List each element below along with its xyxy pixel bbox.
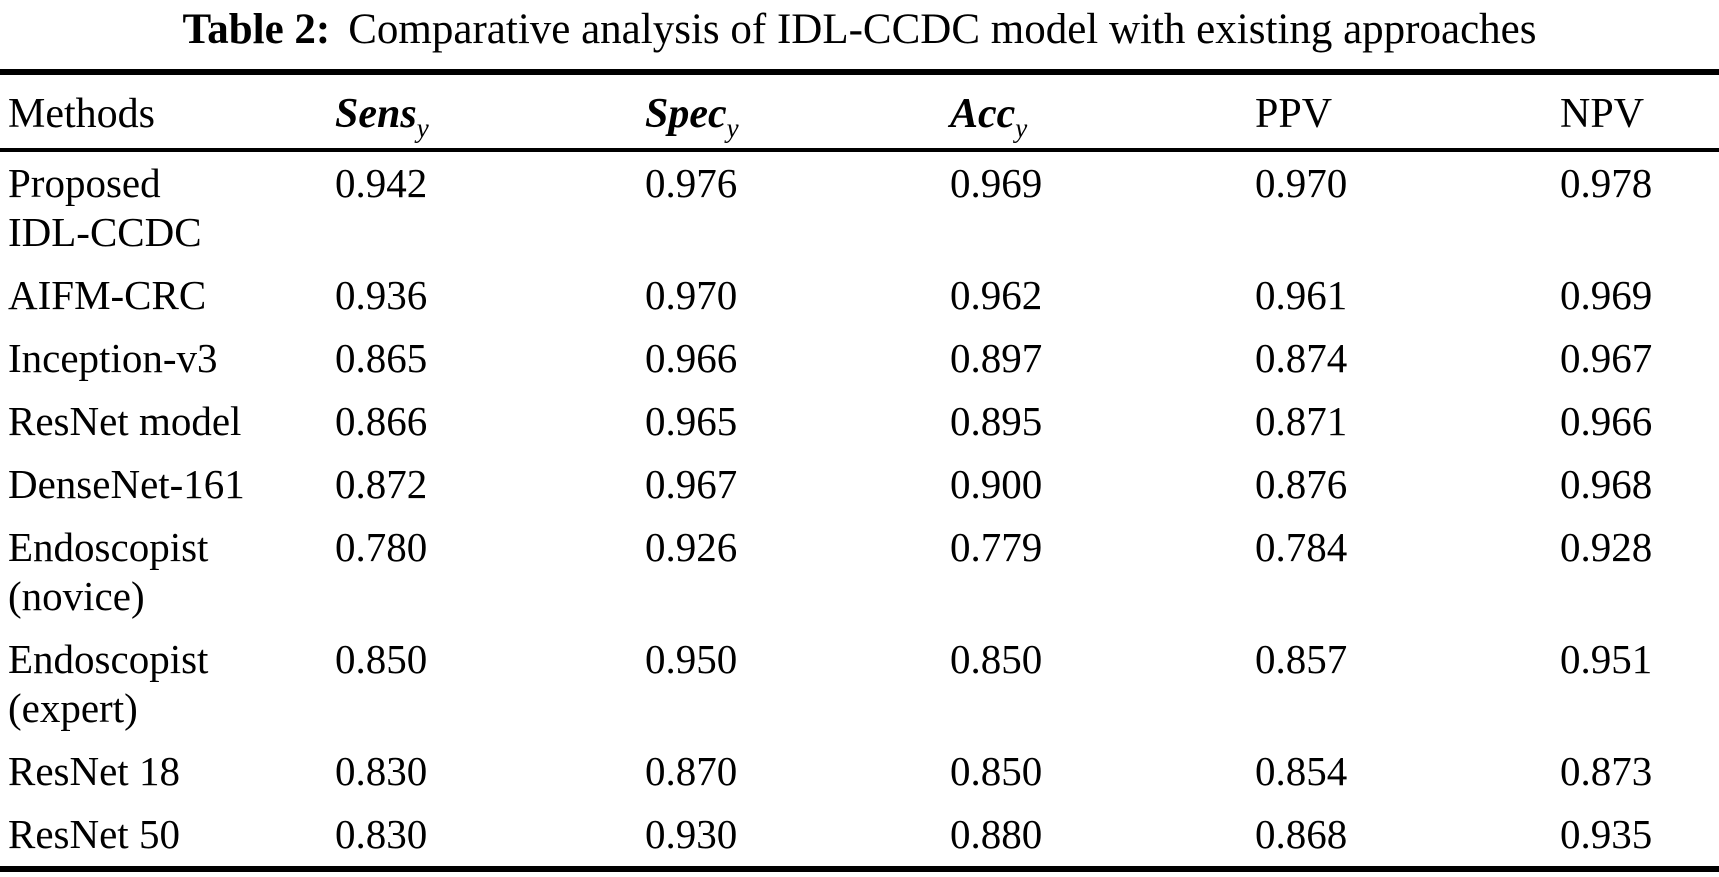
method-cell: ResNet 50 [8,811,180,857]
acc-cell: 0.897 [950,335,1043,381]
spec-cell: 0.926 [645,524,738,570]
col-header-methods: Methods [0,72,335,152]
ppv-cell: 0.874 [1255,335,1348,381]
ppv-cell: 0.784 [1255,524,1348,570]
spec-cell: 0.870 [645,748,738,794]
col-header-accuracy-subscript: y [1015,113,1028,143]
method-cell: Proposed IDL-CCDC [8,160,202,255]
col-header-sensitivity-subscript: y [416,113,429,143]
spec-cell: 0.950 [645,636,738,682]
col-header-specificity-subscript: y [726,113,739,143]
col-header-accuracy: Accy [950,72,1255,152]
sens-cell: 0.830 [335,811,428,857]
table-row: AIFM-CRC 0.936 0.970 0.962 0.961 0.969 [0,264,1719,327]
col-header-accuracy-base: Acc [950,91,1016,137]
spec-cell: 0.976 [645,160,738,206]
spec-cell: 0.970 [645,272,738,318]
ppv-cell: 0.970 [1255,160,1348,206]
acc-cell: 0.969 [950,160,1043,206]
comparison-table: Methods Sensy Specy Accy PPV NPV Propose… [0,69,1719,872]
spec-cell: 0.967 [645,461,738,507]
acc-cell: 0.779 [950,524,1043,570]
npv-cell: 0.967 [1560,335,1653,381]
acc-cell: 0.895 [950,398,1043,444]
acc-cell: 0.900 [950,461,1043,507]
ppv-cell: 0.871 [1255,398,1348,444]
col-header-sensitivity-base: Sens [335,91,417,137]
spec-cell: 0.965 [645,398,738,444]
method-cell: Endoscopist (expert) [8,636,209,731]
table-row: Endoscopist (novice) 0.780 0.926 0.779 0… [0,516,1719,628]
npv-cell: 0.966 [1560,398,1653,444]
method-cell: Inception-v3 [8,335,218,381]
spec-cell: 0.966 [645,335,738,381]
method-cell: ResNet 18 [8,748,180,794]
table-row: Endoscopist (expert) 0.850 0.950 0.850 0… [0,628,1719,740]
acc-cell: 0.962 [950,272,1043,318]
sens-cell: 0.830 [335,748,428,794]
header-row: Methods Sensy Specy Accy PPV NPV [0,72,1719,152]
table-caption: Table 2: Comparative analysis of IDL-CCDC… [0,0,1719,56]
spec-cell: 0.930 [645,811,738,857]
npv-cell: 0.969 [1560,272,1653,318]
table-row: ResNet 18 0.830 0.870 0.850 0.854 0.873 [0,740,1719,803]
acc-cell: 0.850 [950,748,1043,794]
method-cell: ResNet model [8,398,242,444]
table-caption-text: Comparative analysis of IDL-CCDC model w… [348,6,1537,53]
table-row: ResNet model 0.866 0.965 0.895 0.871 0.9… [0,390,1719,453]
ppv-cell: 0.868 [1255,811,1348,857]
npv-cell: 0.928 [1560,524,1653,570]
table-row: Proposed IDL-CCDC 0.942 0.976 0.969 0.97… [0,150,1719,264]
ppv-cell: 0.961 [1255,272,1348,318]
table-row: DenseNet-161 0.872 0.967 0.900 0.876 0.9… [0,453,1719,516]
ppv-cell: 0.876 [1255,461,1348,507]
acc-cell: 0.880 [950,811,1043,857]
sens-cell: 0.865 [335,335,428,381]
col-header-ppv: PPV [1255,72,1560,152]
method-cell: Endoscopist (novice) [8,524,209,619]
npv-cell: 0.978 [1560,160,1653,206]
table-row: ResNet 50 0.830 0.930 0.880 0.868 0.935 [0,803,1719,869]
sens-cell: 0.780 [335,524,428,570]
acc-cell: 0.850 [950,636,1043,682]
table-row: Inception-v3 0.865 0.966 0.897 0.874 0.9… [0,327,1719,390]
ppv-cell: 0.854 [1255,748,1348,794]
sens-cell: 0.850 [335,636,428,682]
col-header-specificity: Specy [645,72,950,152]
ppv-cell: 0.857 [1255,636,1348,682]
sens-cell: 0.942 [335,160,428,206]
method-cell: DenseNet-161 [8,461,245,507]
method-cell: AIFM-CRC [8,272,207,318]
npv-cell: 0.873 [1560,748,1653,794]
npv-cell: 0.968 [1560,461,1653,507]
npv-cell: 0.951 [1560,636,1653,682]
col-header-npv: NPV [1560,72,1719,152]
sens-cell: 0.866 [335,398,428,444]
npv-cell: 0.935 [1560,811,1653,857]
sens-cell: 0.936 [335,272,428,318]
col-header-specificity-base: Spec [645,91,727,137]
sens-cell: 0.872 [335,461,428,507]
col-header-sensitivity: Sensy [335,72,645,152]
table-caption-label: Table 2: [182,6,331,53]
